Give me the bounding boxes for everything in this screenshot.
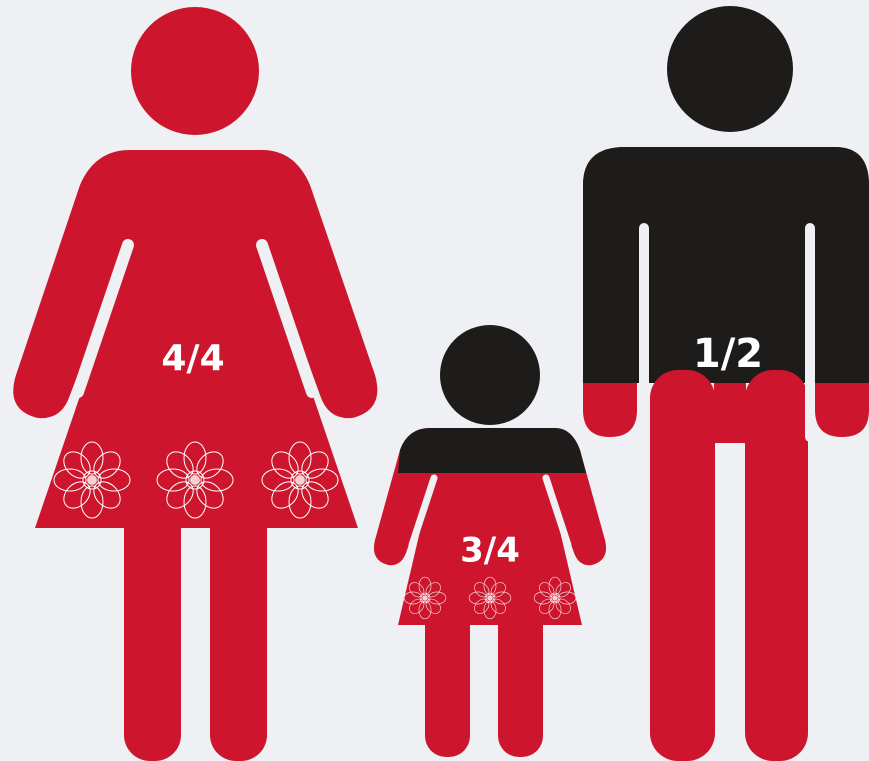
girl-figure: 3/4 bbox=[373, 325, 607, 757]
fraction-label: 1/2 bbox=[693, 331, 763, 377]
fraction-label: 4/4 bbox=[161, 338, 224, 379]
woman-figure: 4/4 bbox=[13, 7, 378, 761]
fraction-label: 3/4 bbox=[460, 531, 520, 571]
man-figure: 1/2 bbox=[583, 6, 869, 761]
